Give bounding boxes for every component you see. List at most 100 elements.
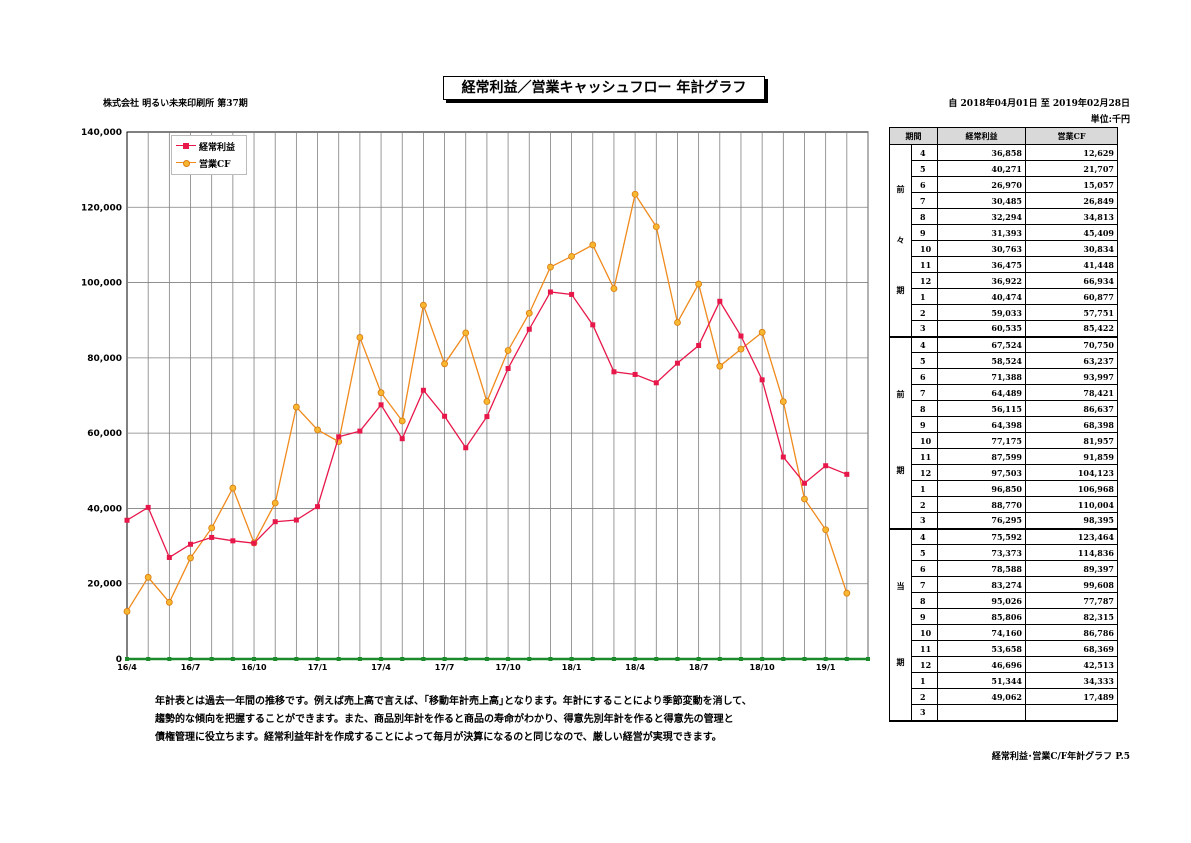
- month-cell: 11: [911, 448, 938, 465]
- cf-cell: 86,637: [1025, 400, 1118, 417]
- table-header-row: 期間 経常利益 営業CF: [889, 127, 1118, 145]
- table-row: 9 64,398 68,398: [890, 416, 1118, 433]
- zero-line-marker: [252, 657, 257, 661]
- zero-line-marker: [781, 657, 786, 661]
- table-row: 前々期 4 36,858 12,629: [889, 144, 1118, 337]
- month-cell: 1: [911, 288, 938, 305]
- data-point-cf: [525, 309, 533, 317]
- data-point-profit: [315, 504, 321, 510]
- x-tick-label: 17/4: [371, 663, 391, 672]
- y-tick-label: 60,000: [87, 429, 122, 439]
- data-point-cf: [208, 524, 216, 532]
- profit-cell: 78,588: [937, 560, 1026, 577]
- cf-cell: 34,333: [1025, 672, 1118, 689]
- table-row: 12 97,503 104,123: [890, 464, 1118, 481]
- cf-cell: 15,057: [1025, 176, 1118, 193]
- zero-line-marker: [273, 657, 278, 661]
- month-cell: 12: [911, 656, 938, 673]
- cf-cell: 66,934: [1025, 272, 1118, 289]
- y-tick-label: 20,000: [87, 580, 122, 590]
- zero-line-marker: [548, 657, 553, 661]
- zero-line-marker: [463, 657, 468, 661]
- data-table: 期間 経常利益 営業CF 前々期 4 36,858 12,629 5 40,271 21,7…: [889, 127, 1118, 722]
- profit-cell: 30,485: [937, 192, 1026, 209]
- explanation-note: 年計表とは過去一年間の推移です。例えば売上高で言えば、｢移動年計売上高｣となりま…: [155, 693, 875, 747]
- month-cell: 4: [911, 336, 938, 353]
- profit-cell: 97,503: [937, 464, 1026, 481]
- period-range: 自 2018年04月01日 至 2019年02月28日: [948, 99, 1130, 109]
- data-point-profit: [505, 365, 511, 371]
- profit-cell: 71,388: [937, 368, 1026, 385]
- month-cell: 8: [911, 400, 938, 417]
- table-row: 5 73,373 114,836: [890, 544, 1118, 561]
- profit-cell: [937, 704, 1026, 721]
- profit-cell: 49,062: [937, 688, 1026, 705]
- cf-cell: 99,608: [1025, 576, 1118, 593]
- profit-cell: 85,806: [937, 608, 1026, 625]
- table-row: 3 60,535 85,422: [889, 320, 1118, 337]
- data-point-cf: [758, 328, 766, 336]
- period-group-char: 々: [896, 234, 905, 245]
- data-point-profit: [293, 517, 299, 523]
- period-group-char: 期: [896, 657, 905, 667]
- data-point-profit: [272, 519, 278, 525]
- data-point-profit: [484, 414, 490, 420]
- zero-line-marker: [230, 657, 235, 661]
- zero-line-marker: [506, 657, 511, 661]
- note-line: 債権管理に役立ちます。経常利益年計を作成することによって毎月が決算になるのと同じ…: [155, 732, 722, 743]
- cf-cell: 93,997: [1025, 368, 1118, 385]
- profit-cell: 56,115: [937, 400, 1026, 417]
- zero-line-marker: [633, 657, 638, 661]
- cf-cell: 45,409: [1025, 224, 1118, 241]
- data-point-cf: [695, 280, 703, 288]
- data-point-profit: [442, 413, 448, 419]
- data-point-profit: [738, 333, 744, 339]
- month-cell: 6: [911, 368, 938, 385]
- month-cell: 4: [911, 528, 938, 545]
- month-cell: 6: [911, 560, 938, 577]
- data-point-cf: [652, 223, 660, 231]
- table-row: 前期 4 67,524 70,750: [889, 336, 1118, 529]
- cf-cell: 26,849: [1025, 192, 1118, 209]
- data-point-cf: [271, 499, 279, 507]
- month-cell: 5: [911, 352, 938, 369]
- data-point-profit: [463, 445, 469, 451]
- table-row: 11 53,658 68,369: [890, 640, 1118, 657]
- profit-cell: 73,373: [937, 544, 1026, 561]
- data-point-cf: [716, 362, 724, 370]
- data-point-profit: [420, 387, 426, 393]
- month-cell: 8: [911, 208, 938, 225]
- data-point-profit: [844, 471, 850, 477]
- y-tick-label: 80,000: [87, 354, 122, 364]
- month-cell: 10: [911, 432, 938, 449]
- data-point-profit: [590, 322, 596, 328]
- period-group-char: 前: [896, 389, 905, 399]
- zero-line-marker: [188, 657, 193, 661]
- cf-cell: 78,421: [1025, 384, 1118, 401]
- period-group-label: 前期: [889, 336, 912, 529]
- zero-line-marker: [569, 657, 574, 661]
- zero-line-marker: [866, 657, 870, 661]
- data-point-cf: [779, 398, 787, 406]
- profit-cell: 26,970: [937, 176, 1026, 193]
- zero-line-marker: [717, 657, 722, 661]
- cf-cell: 12,629: [1025, 144, 1118, 161]
- profit-cell: 46,696: [937, 656, 1026, 673]
- cf-cell: 110,004: [1025, 496, 1118, 513]
- table-row: 12 46,696 42,513: [890, 656, 1118, 673]
- legend-item-profit: 経常利益: [176, 139, 235, 153]
- cf-cell: 57,751: [1025, 304, 1118, 321]
- table-row: 9 31,393 45,409: [890, 224, 1118, 241]
- zero-line-marker: [675, 657, 680, 661]
- data-point-cf: [589, 241, 597, 249]
- y-tick-label: 100,000: [81, 279, 122, 289]
- y-tick-label: 140,000: [81, 128, 122, 138]
- profit-cell: 64,489: [937, 384, 1026, 401]
- profit-cell: 59,033: [937, 304, 1026, 321]
- page-footer: 経常利益･営業C/F年計グラフ P.5: [991, 752, 1130, 762]
- y-tick-label: 120,000: [81, 203, 122, 213]
- table-row: 2 88,770 110,004: [890, 496, 1118, 513]
- cf-cell: 63,237: [1025, 352, 1118, 369]
- unit-label: 単位:千円: [1090, 115, 1130, 125]
- legend-profit-label: 経常利益: [199, 142, 236, 153]
